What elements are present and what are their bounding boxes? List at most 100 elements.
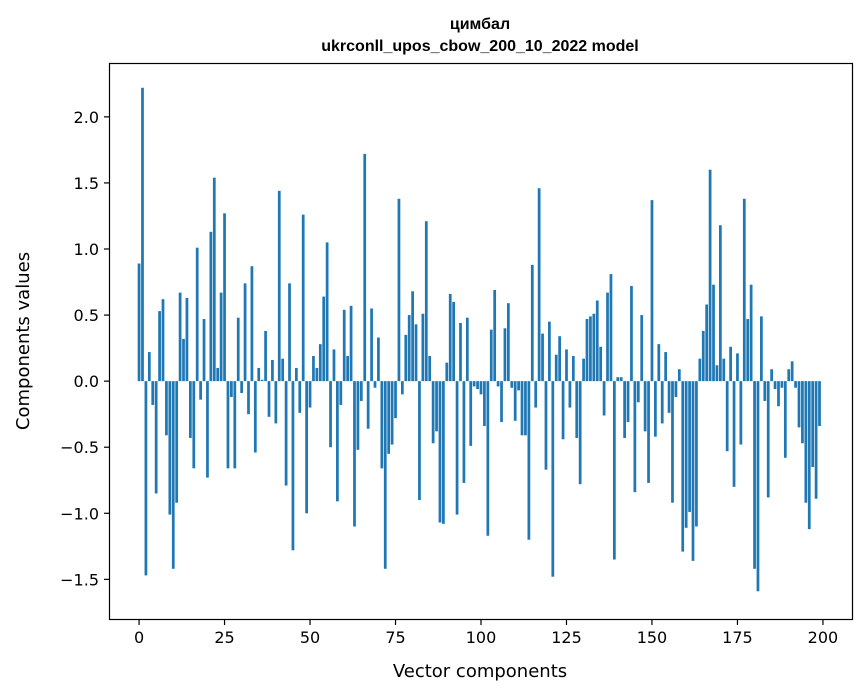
bar-component-138: [609, 274, 613, 382]
x-tick-label: 25: [214, 628, 234, 647]
x-tick-label: 125: [551, 628, 582, 647]
bar-component-44: [288, 283, 291, 382]
bar-component-3: [147, 352, 151, 382]
bar-component-139: [612, 381, 616, 560]
bar-component-135: [599, 346, 603, 382]
bar-component-70: [377, 337, 380, 382]
bar-component-148: [643, 381, 647, 432]
bar-component-15: [188, 381, 192, 438]
bar-component-181: [756, 381, 760, 592]
bar-component-62: [349, 305, 353, 382]
bar-component-38: [267, 381, 271, 417]
bar-component-127: [571, 356, 575, 382]
bar-component-41: [277, 190, 281, 382]
bar-component-21: [209, 231, 213, 382]
bar-component-59: [339, 381, 343, 405]
bar-component-24: [219, 292, 223, 382]
bar-component-165: [701, 330, 705, 382]
bar-component-106: [500, 381, 503, 423]
bar-component-43: [284, 381, 288, 486]
bar-component-190: [787, 369, 791, 382]
bar-component-30: [240, 381, 244, 394]
bar-component-155: [667, 381, 671, 413]
bar-component-49: [305, 381, 308, 514]
bar-component-134: [595, 300, 599, 382]
bar-component-133: [592, 313, 596, 382]
bar-component-87: [435, 381, 438, 432]
bar-component-140: [616, 377, 620, 382]
bar-component-137: [606, 292, 609, 382]
bar-component-79: [407, 315, 411, 382]
bar-component-54: [322, 296, 326, 382]
bar-component-19: [202, 319, 206, 382]
bar-component-182: [760, 316, 763, 382]
bar-component-158: [677, 369, 681, 382]
bar-component-192: [794, 381, 797, 388]
bar-component-104: [493, 289, 497, 382]
bar-component-198: [814, 381, 818, 499]
bar-component-195: [804, 381, 808, 503]
bar-component-166: [705, 304, 709, 382]
bar-component-136: [602, 381, 606, 416]
bar-component-160: [684, 381, 688, 528]
bar-component-83: [421, 313, 425, 382]
bar-component-20: [206, 381, 209, 478]
bar-component-130: [582, 358, 585, 382]
bar-component-82: [418, 381, 421, 501]
y-tick-label: 0.0: [74, 372, 99, 391]
y-tick-label: −0.5: [60, 438, 99, 457]
bar-component-17: [195, 247, 199, 382]
bar-component-163: [695, 381, 698, 527]
bar-component-52: [315, 367, 319, 382]
bar-component-183: [763, 381, 767, 401]
bar-component-142: [623, 381, 626, 438]
bar-component-51: [312, 356, 315, 382]
bar-component-121: [551, 381, 555, 577]
bar-component-113: [524, 381, 527, 436]
x-tick-label: 100: [466, 628, 497, 647]
bar-component-125: [565, 349, 568, 382]
bar-component-74: [390, 381, 394, 445]
bar-component-141: [619, 377, 623, 382]
y-tick-label: 2.0: [74, 108, 99, 127]
bar-component-164: [698, 358, 702, 382]
bar-component-80: [411, 291, 414, 382]
bar-component-76: [397, 198, 401, 382]
bar-component-69: [373, 381, 377, 388]
bar-component-161: [688, 381, 691, 512]
bar-component-58: [336, 381, 339, 502]
bar-component-84: [424, 221, 428, 382]
bar-component-128: [575, 381, 579, 438]
bar-component-197: [811, 381, 815, 468]
bar-component-9: [168, 381, 172, 515]
bars-group: [137, 87, 821, 592]
x-tick-label: 75: [385, 628, 405, 647]
bar-component-89: [442, 381, 445, 524]
bar-component-176: [739, 381, 743, 445]
bar-component-61: [346, 356, 350, 382]
bar-component-8: [165, 381, 168, 436]
y-axis-ticks: −1.5 −1.0 −0.5 0.0 0.5 1.0 1.5 2.0: [60, 108, 110, 589]
x-tick-label: 50: [300, 628, 320, 647]
bar-component-156: [671, 381, 674, 503]
bar-component-6: [158, 311, 161, 382]
bar-component-33: [250, 266, 254, 382]
bar-component-177: [742, 198, 746, 382]
bar-component-67: [366, 381, 370, 429]
bar-component-68: [370, 308, 373, 382]
bar-component-118: [541, 333, 544, 382]
bar-component-45: [291, 381, 295, 551]
bar-component-77: [400, 381, 404, 395]
bar-component-101: [483, 381, 486, 427]
bar-component-194: [801, 381, 804, 444]
bar-component-85: [428, 356, 432, 382]
bar-component-150: [650, 200, 654, 382]
bar-component-187: [777, 381, 780, 407]
bar-component-191: [790, 361, 794, 382]
bar-component-186: [773, 381, 777, 390]
bar-component-36: [260, 379, 264, 382]
bar-component-88: [438, 381, 442, 523]
bar-component-132: [589, 316, 592, 382]
bar-component-90: [445, 362, 449, 382]
bar-component-102: [486, 381, 490, 536]
